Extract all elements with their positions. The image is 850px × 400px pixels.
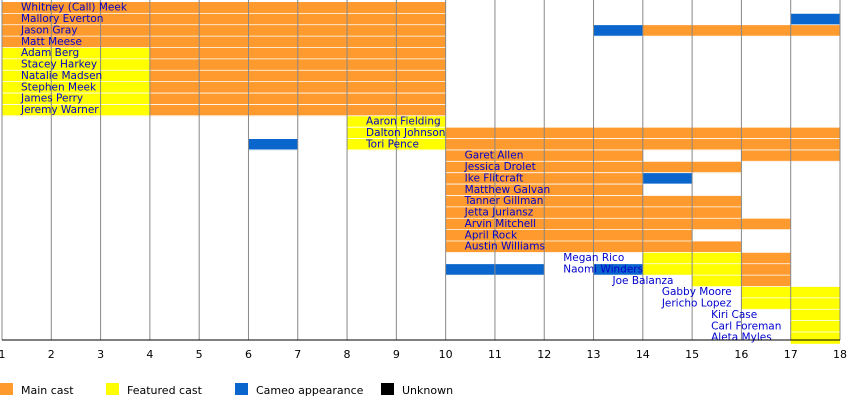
row-label: Tanner Gillman [464, 195, 544, 207]
row-label: Jason Gray [20, 24, 78, 36]
row-label: Adam Berg [21, 47, 79, 59]
row-label: Mallory Everton [21, 13, 103, 25]
x-tick-label: 8 [344, 348, 351, 361]
row-label: Ike Flitcraft [465, 172, 524, 184]
legend-swatch-featured [106, 383, 119, 395]
row-label: Jeremy Warner [20, 104, 99, 116]
bar-cameo-12-0 [248, 138, 298, 151]
bar-cameo-23-1 [593, 263, 643, 276]
row-label: Matt Meese [21, 36, 82, 48]
legend-label-unknown: Unknown [402, 384, 453, 397]
x-tick-label: 3 [97, 348, 104, 361]
x-tick-label: 2 [48, 348, 55, 361]
row-label: Natalie Madsen [21, 70, 102, 82]
legend: Main cast Featured cast Cameo appearance Un… [0, 383, 453, 397]
bar-main-1-0 [2, 13, 446, 26]
row-label: Aleta Myles [711, 332, 772, 344]
x-tick-label: 7 [294, 348, 301, 361]
x-axis: 1 2 3 4 5 6 7 8 9 10 11 12 13 14 15 16 17 18 [0, 339, 847, 361]
grid-layer [1, 0, 841, 340]
x-tick-label: 12 [537, 348, 551, 361]
x-tick-label: 11 [488, 348, 502, 361]
row-label: Aaron Fielding [366, 115, 441, 127]
row-label: Austin Williams [465, 241, 545, 253]
row-label: Matthew Galvan [465, 184, 551, 196]
row-label: Jetta Juriansz [464, 207, 534, 219]
x-tick-label: 10 [439, 348, 453, 361]
x-tick-label: 5 [196, 348, 203, 361]
x-tick-label: 18 [833, 348, 847, 361]
bar-main-19-0 [445, 218, 791, 230]
row-label: Naomi Winders [563, 263, 643, 275]
legend-swatch-cameo [235, 383, 248, 395]
bar-featured-5-0 [2, 58, 150, 71]
row-label: Stephen Meek [21, 81, 97, 93]
x-tick-label: 4 [146, 348, 153, 361]
legend-swatch-unknown [381, 383, 394, 395]
bar-main-2-0 [2, 24, 446, 37]
bar-main-22-1 [741, 252, 791, 265]
row-label: Arvin Mitchell [465, 218, 536, 230]
bar-featured-8-0 [2, 93, 150, 105]
bar-featured-27-0 [790, 309, 840, 322]
x-tick-label: 6 [245, 348, 252, 361]
row-label: Tori Pence [365, 138, 419, 150]
bar-featured-7-0 [2, 81, 150, 94]
legend-label-featured: Featured cast [127, 384, 203, 397]
row-label: Jericho Lopez [661, 298, 732, 310]
bar-featured-29-0 [790, 332, 840, 344]
row-label: Stacey Harkey [21, 59, 97, 71]
bar-featured-9-0 [2, 104, 150, 117]
row-label: Megan Rico [563, 252, 624, 264]
row-label: James Perry [20, 93, 83, 105]
legend-label-main: Main cast [21, 384, 74, 397]
legend-label-cameo: Cameo appearance [256, 384, 364, 397]
x-tick-label: 13 [587, 348, 601, 361]
bar-featured-28-0 [790, 320, 840, 333]
row-label: Jessica Drolet [464, 161, 536, 173]
x-tick-label: 17 [784, 348, 798, 361]
bar-featured-4-0 [2, 47, 150, 60]
legend-swatch-main [0, 383, 13, 395]
bar-featured-6-0 [2, 70, 150, 83]
x-tick-label: 15 [685, 348, 699, 361]
bar-cameo-1-1 [790, 13, 840, 26]
x-tick-label: 9 [393, 348, 400, 361]
row-label: Carl Foreman [711, 320, 781, 332]
row-label: Kiri Case [711, 309, 757, 321]
bar-main-20-0 [445, 229, 693, 242]
row-label: Dalton Johnson [366, 127, 445, 139]
x-tick-label: 1 [0, 348, 6, 361]
bar-main-3-0 [2, 36, 446, 48]
bar-main-23-3 [741, 263, 791, 276]
bar-featured-24-0 [692, 275, 742, 287]
bar-main-24-1 [741, 275, 791, 287]
bar-cameo-15-1 [642, 172, 693, 185]
bar-cameo-2-1 [593, 24, 643, 37]
bar-main-0-0 [2, 2, 446, 14]
row-label: Joe Balanza [612, 275, 674, 287]
row-label: Garet Allen [465, 150, 524, 162]
row-label: Whitney (Call) Meek [21, 2, 128, 14]
row-label: Gabby Moore [662, 286, 732, 298]
row-label: April Rock [465, 229, 518, 241]
x-tick-label: 14 [636, 348, 650, 361]
x-tick-label: 16 [734, 348, 748, 361]
